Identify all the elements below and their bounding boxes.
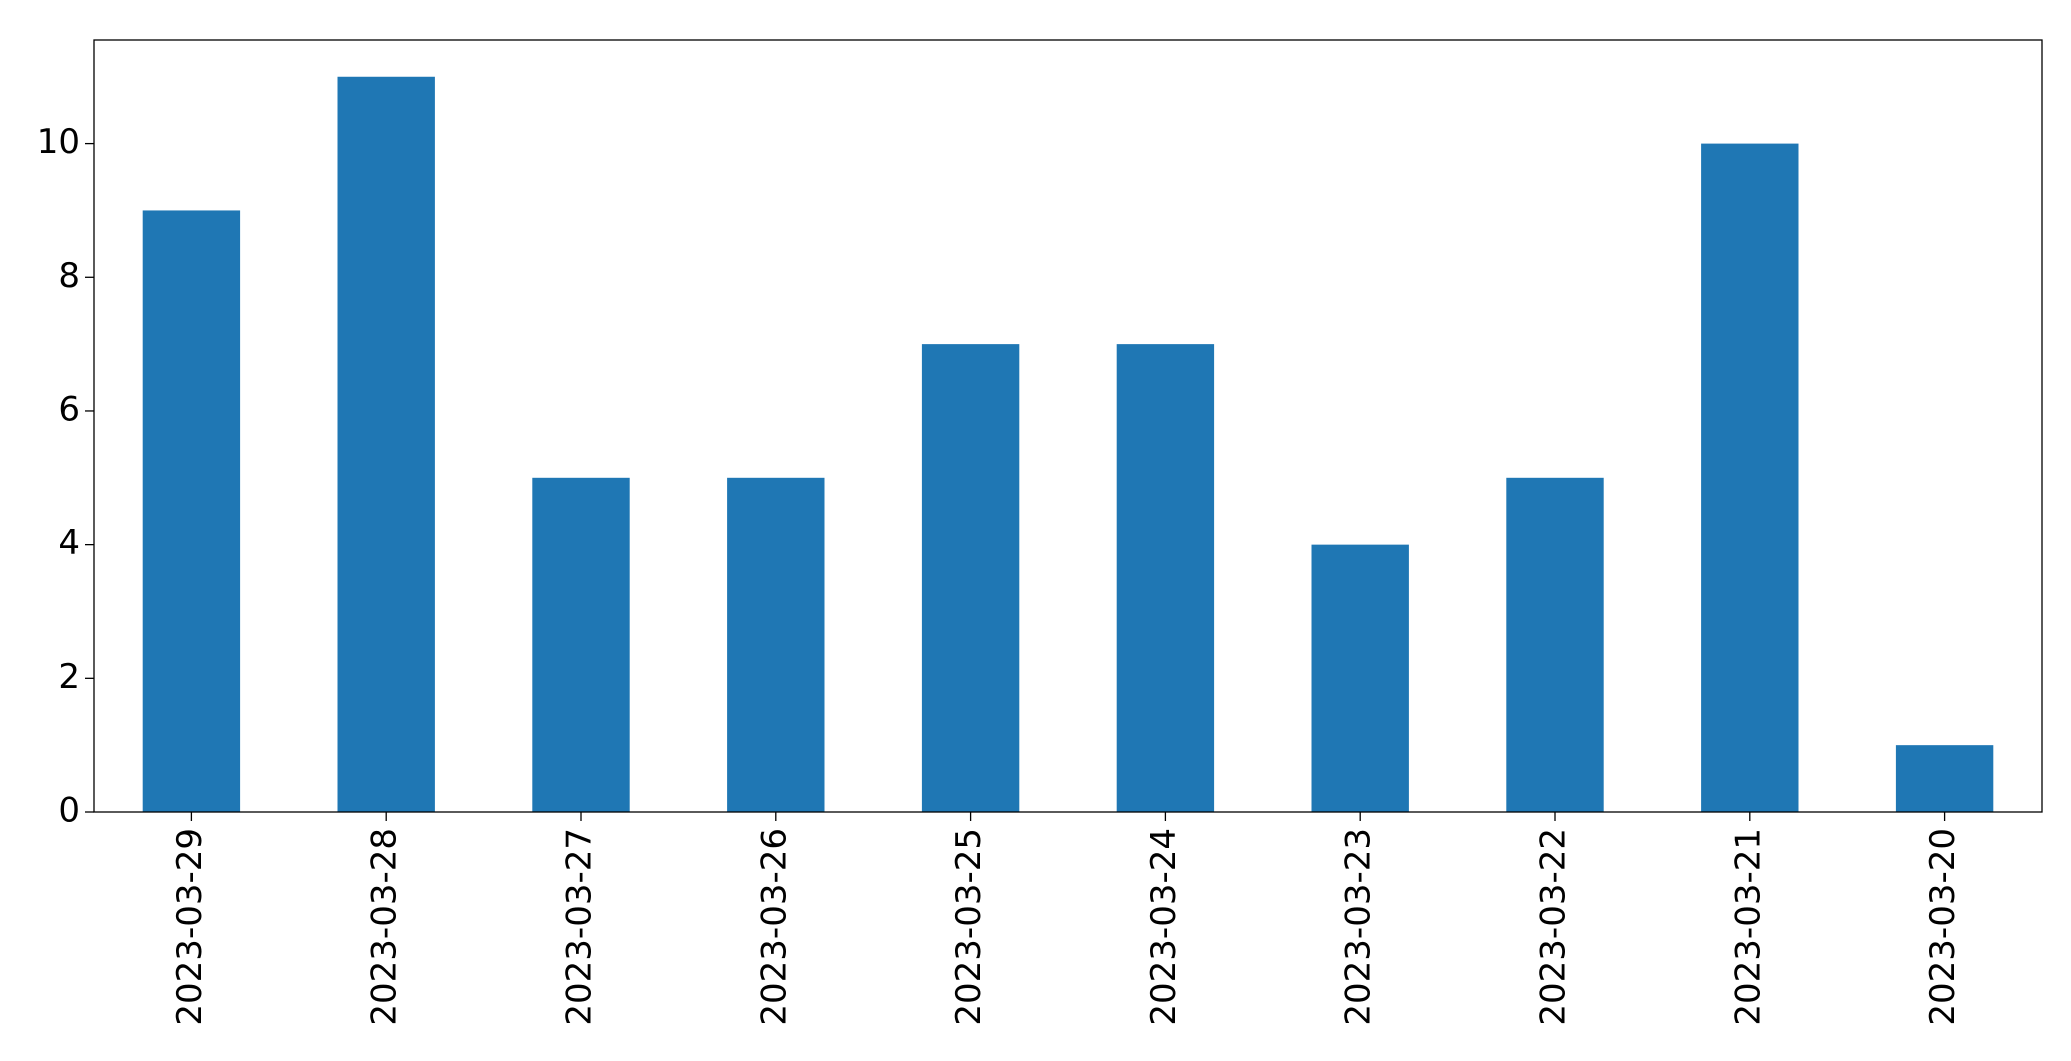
x-tick-label: 2023-03-27	[560, 828, 600, 1026]
plot-frame	[93, 39, 2043, 813]
bar	[1895, 745, 1994, 812]
x-tick-label: 2023-03-22	[1534, 828, 1574, 1026]
y-tick-label: 0	[58, 791, 80, 831]
x-tick-label: 2023-03-28	[365, 828, 405, 1026]
x-tick-label: 2023-03-23	[1339, 828, 1379, 1026]
bar	[1116, 344, 1215, 812]
y-tick-label: 2	[58, 657, 80, 697]
bar	[337, 76, 435, 812]
bar	[532, 477, 630, 812]
bar	[921, 344, 1020, 812]
bar	[727, 477, 825, 812]
y-tick-label: 10	[37, 122, 80, 162]
y-tick-label: 4	[58, 523, 80, 563]
bar	[142, 210, 241, 813]
y-tick-label: 8	[58, 256, 80, 296]
x-tick-label: 2023-03-21	[1728, 828, 1768, 1026]
x-tick-label: 2023-03-20	[1923, 828, 1963, 1026]
bar	[1311, 544, 1409, 812]
y-tick-label: 6	[58, 389, 80, 429]
x-tick-label: 2023-03-25	[949, 828, 989, 1026]
x-tick-label: 2023-03-29	[170, 828, 210, 1026]
bar	[1701, 143, 1799, 812]
x-tick-label: 2023-03-26	[754, 828, 794, 1026]
bar	[1506, 477, 1604, 812]
x-tick-label: 2023-03-24	[1144, 828, 1184, 1026]
